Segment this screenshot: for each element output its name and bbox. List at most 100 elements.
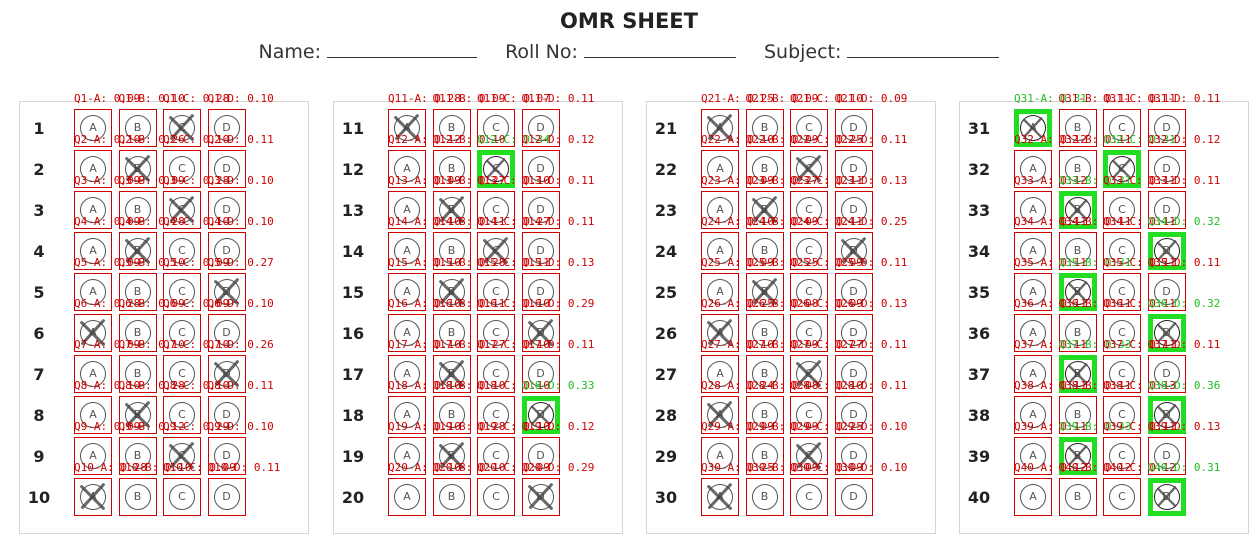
option-bubble-a[interactable]: A: [74, 396, 112, 434]
option-bubble-c[interactable]: C: [1103, 437, 1141, 475]
option-bubble-d[interactable]: D: [1147, 273, 1186, 311]
option-bubble-d[interactable]: D: [207, 478, 246, 516]
option-bubble-c[interactable]: C: [477, 191, 515, 229]
option-bubble-b[interactable]: B: [118, 109, 157, 147]
option-bubble-b[interactable]: B: [432, 396, 471, 434]
option-bubble-c[interactable]: C: [790, 273, 828, 311]
option-bubble-c[interactable]: C: [790, 232, 828, 270]
option-bubble-a[interactable]: A: [1014, 314, 1052, 352]
option-bubble-a[interactable]: A: [74, 273, 112, 311]
option-bubble-b[interactable]: B: [745, 314, 784, 352]
option-bubble-d[interactable]: D: [521, 109, 560, 147]
option-bubble-a[interactable]: A: [388, 150, 426, 188]
option-bubble-b[interactable]: B: [1058, 437, 1097, 475]
option-bubble-d[interactable]: D: [521, 396, 560, 434]
option-bubble-a[interactable]: A: [701, 478, 739, 516]
option-bubble-c[interactable]: C: [477, 150, 515, 188]
option-bubble-a[interactable]: A: [74, 232, 112, 270]
option-bubble-d[interactable]: D: [834, 396, 873, 434]
option-bubble-a[interactable]: A: [701, 396, 739, 434]
option-bubble-b[interactable]: B: [118, 396, 157, 434]
option-bubble-a[interactable]: A: [1014, 273, 1052, 311]
option-bubble-a[interactable]: A: [701, 355, 739, 393]
option-bubble-b[interactable]: B: [1058, 150, 1097, 188]
option-bubble-a[interactable]: A: [701, 314, 739, 352]
option-bubble-a[interactable]: A: [701, 437, 739, 475]
option-bubble-a[interactable]: A: [388, 396, 426, 434]
roll-number-field[interactable]: Roll No:: [505, 41, 742, 63]
option-bubble-b[interactable]: B: [432, 437, 471, 475]
option-bubble-b[interactable]: B: [745, 232, 784, 270]
option-bubble-c[interactable]: C: [477, 396, 515, 434]
option-bubble-b[interactable]: B: [432, 191, 471, 229]
option-bubble-d[interactable]: D: [1147, 232, 1186, 270]
option-bubble-b[interactable]: B: [745, 396, 784, 434]
option-bubble-d[interactable]: D: [834, 191, 873, 229]
option-bubble-c[interactable]: C: [1103, 314, 1141, 352]
option-bubble-b[interactable]: B: [745, 273, 784, 311]
option-bubble-d[interactable]: D: [521, 150, 560, 188]
option-bubble-c[interactable]: C: [790, 396, 828, 434]
option-bubble-a[interactable]: A: [701, 232, 739, 270]
option-bubble-d[interactable]: D: [521, 478, 560, 516]
option-bubble-a[interactable]: A: [1014, 191, 1052, 229]
option-bubble-a[interactable]: A: [701, 273, 739, 311]
option-bubble-b[interactable]: B: [118, 355, 157, 393]
option-bubble-d[interactable]: D: [834, 314, 873, 352]
option-bubble-d[interactable]: D: [207, 191, 246, 229]
option-bubble-a[interactable]: A: [388, 109, 426, 147]
option-bubble-b[interactable]: B: [118, 478, 157, 516]
option-bubble-b[interactable]: B: [118, 314, 157, 352]
option-bubble-b[interactable]: B: [1058, 232, 1097, 270]
option-bubble-a[interactable]: A: [1014, 150, 1052, 188]
option-bubble-c[interactable]: C: [790, 109, 828, 147]
option-bubble-d[interactable]: D: [521, 191, 560, 229]
option-bubble-d[interactable]: D: [207, 314, 246, 352]
option-bubble-a[interactable]: A: [1014, 355, 1052, 393]
option-bubble-a[interactable]: A: [74, 478, 112, 516]
option-bubble-b[interactable]: B: [432, 355, 471, 393]
option-bubble-b[interactable]: B: [432, 478, 471, 516]
option-bubble-b[interactable]: B: [118, 437, 157, 475]
option-bubble-a[interactable]: A: [1014, 232, 1052, 270]
subject-field[interactable]: Subject:: [764, 41, 1000, 63]
option-bubble-c[interactable]: C: [477, 437, 515, 475]
option-bubble-c[interactable]: C: [477, 109, 515, 147]
option-bubble-c[interactable]: C: [163, 273, 201, 311]
option-bubble-c[interactable]: C: [790, 150, 828, 188]
option-bubble-a[interactable]: A: [388, 314, 426, 352]
option-bubble-d[interactable]: D: [207, 437, 246, 475]
option-bubble-a[interactable]: A: [1014, 396, 1052, 434]
option-bubble-c[interactable]: C: [163, 191, 201, 229]
option-bubble-d[interactable]: D: [521, 437, 560, 475]
option-bubble-b[interactable]: B: [1058, 478, 1097, 516]
option-bubble-c[interactable]: C: [477, 232, 515, 270]
option-bubble-a[interactable]: A: [74, 355, 112, 393]
option-bubble-b[interactable]: B: [1058, 191, 1097, 229]
option-bubble-c[interactable]: C: [163, 396, 201, 434]
option-bubble-b[interactable]: B: [432, 314, 471, 352]
option-bubble-d[interactable]: D: [207, 232, 246, 270]
option-bubble-b[interactable]: B: [118, 232, 157, 270]
option-bubble-b[interactable]: B: [745, 109, 784, 147]
option-bubble-a[interactable]: A: [701, 191, 739, 229]
option-bubble-d[interactable]: D: [1147, 396, 1186, 434]
option-bubble-b[interactable]: B: [745, 478, 784, 516]
option-bubble-d[interactable]: D: [1147, 355, 1186, 393]
option-bubble-c[interactable]: C: [790, 191, 828, 229]
option-bubble-d[interactable]: D: [834, 355, 873, 393]
option-bubble-a[interactable]: A: [388, 191, 426, 229]
option-bubble-b[interactable]: B: [745, 191, 784, 229]
option-bubble-d[interactable]: D: [521, 273, 560, 311]
option-bubble-b[interactable]: B: [1058, 109, 1097, 147]
option-bubble-a[interactable]: A: [1014, 109, 1052, 147]
option-bubble-c[interactable]: C: [1103, 150, 1141, 188]
option-bubble-c[interactable]: C: [163, 109, 201, 147]
option-bubble-b[interactable]: B: [1058, 355, 1097, 393]
option-bubble-d[interactable]: D: [834, 437, 873, 475]
name-field[interactable]: Name:: [259, 41, 484, 63]
option-bubble-d[interactable]: D: [1147, 150, 1186, 188]
option-bubble-c[interactable]: C: [163, 355, 201, 393]
option-bubble-a[interactable]: A: [388, 232, 426, 270]
option-bubble-d[interactable]: D: [207, 150, 246, 188]
